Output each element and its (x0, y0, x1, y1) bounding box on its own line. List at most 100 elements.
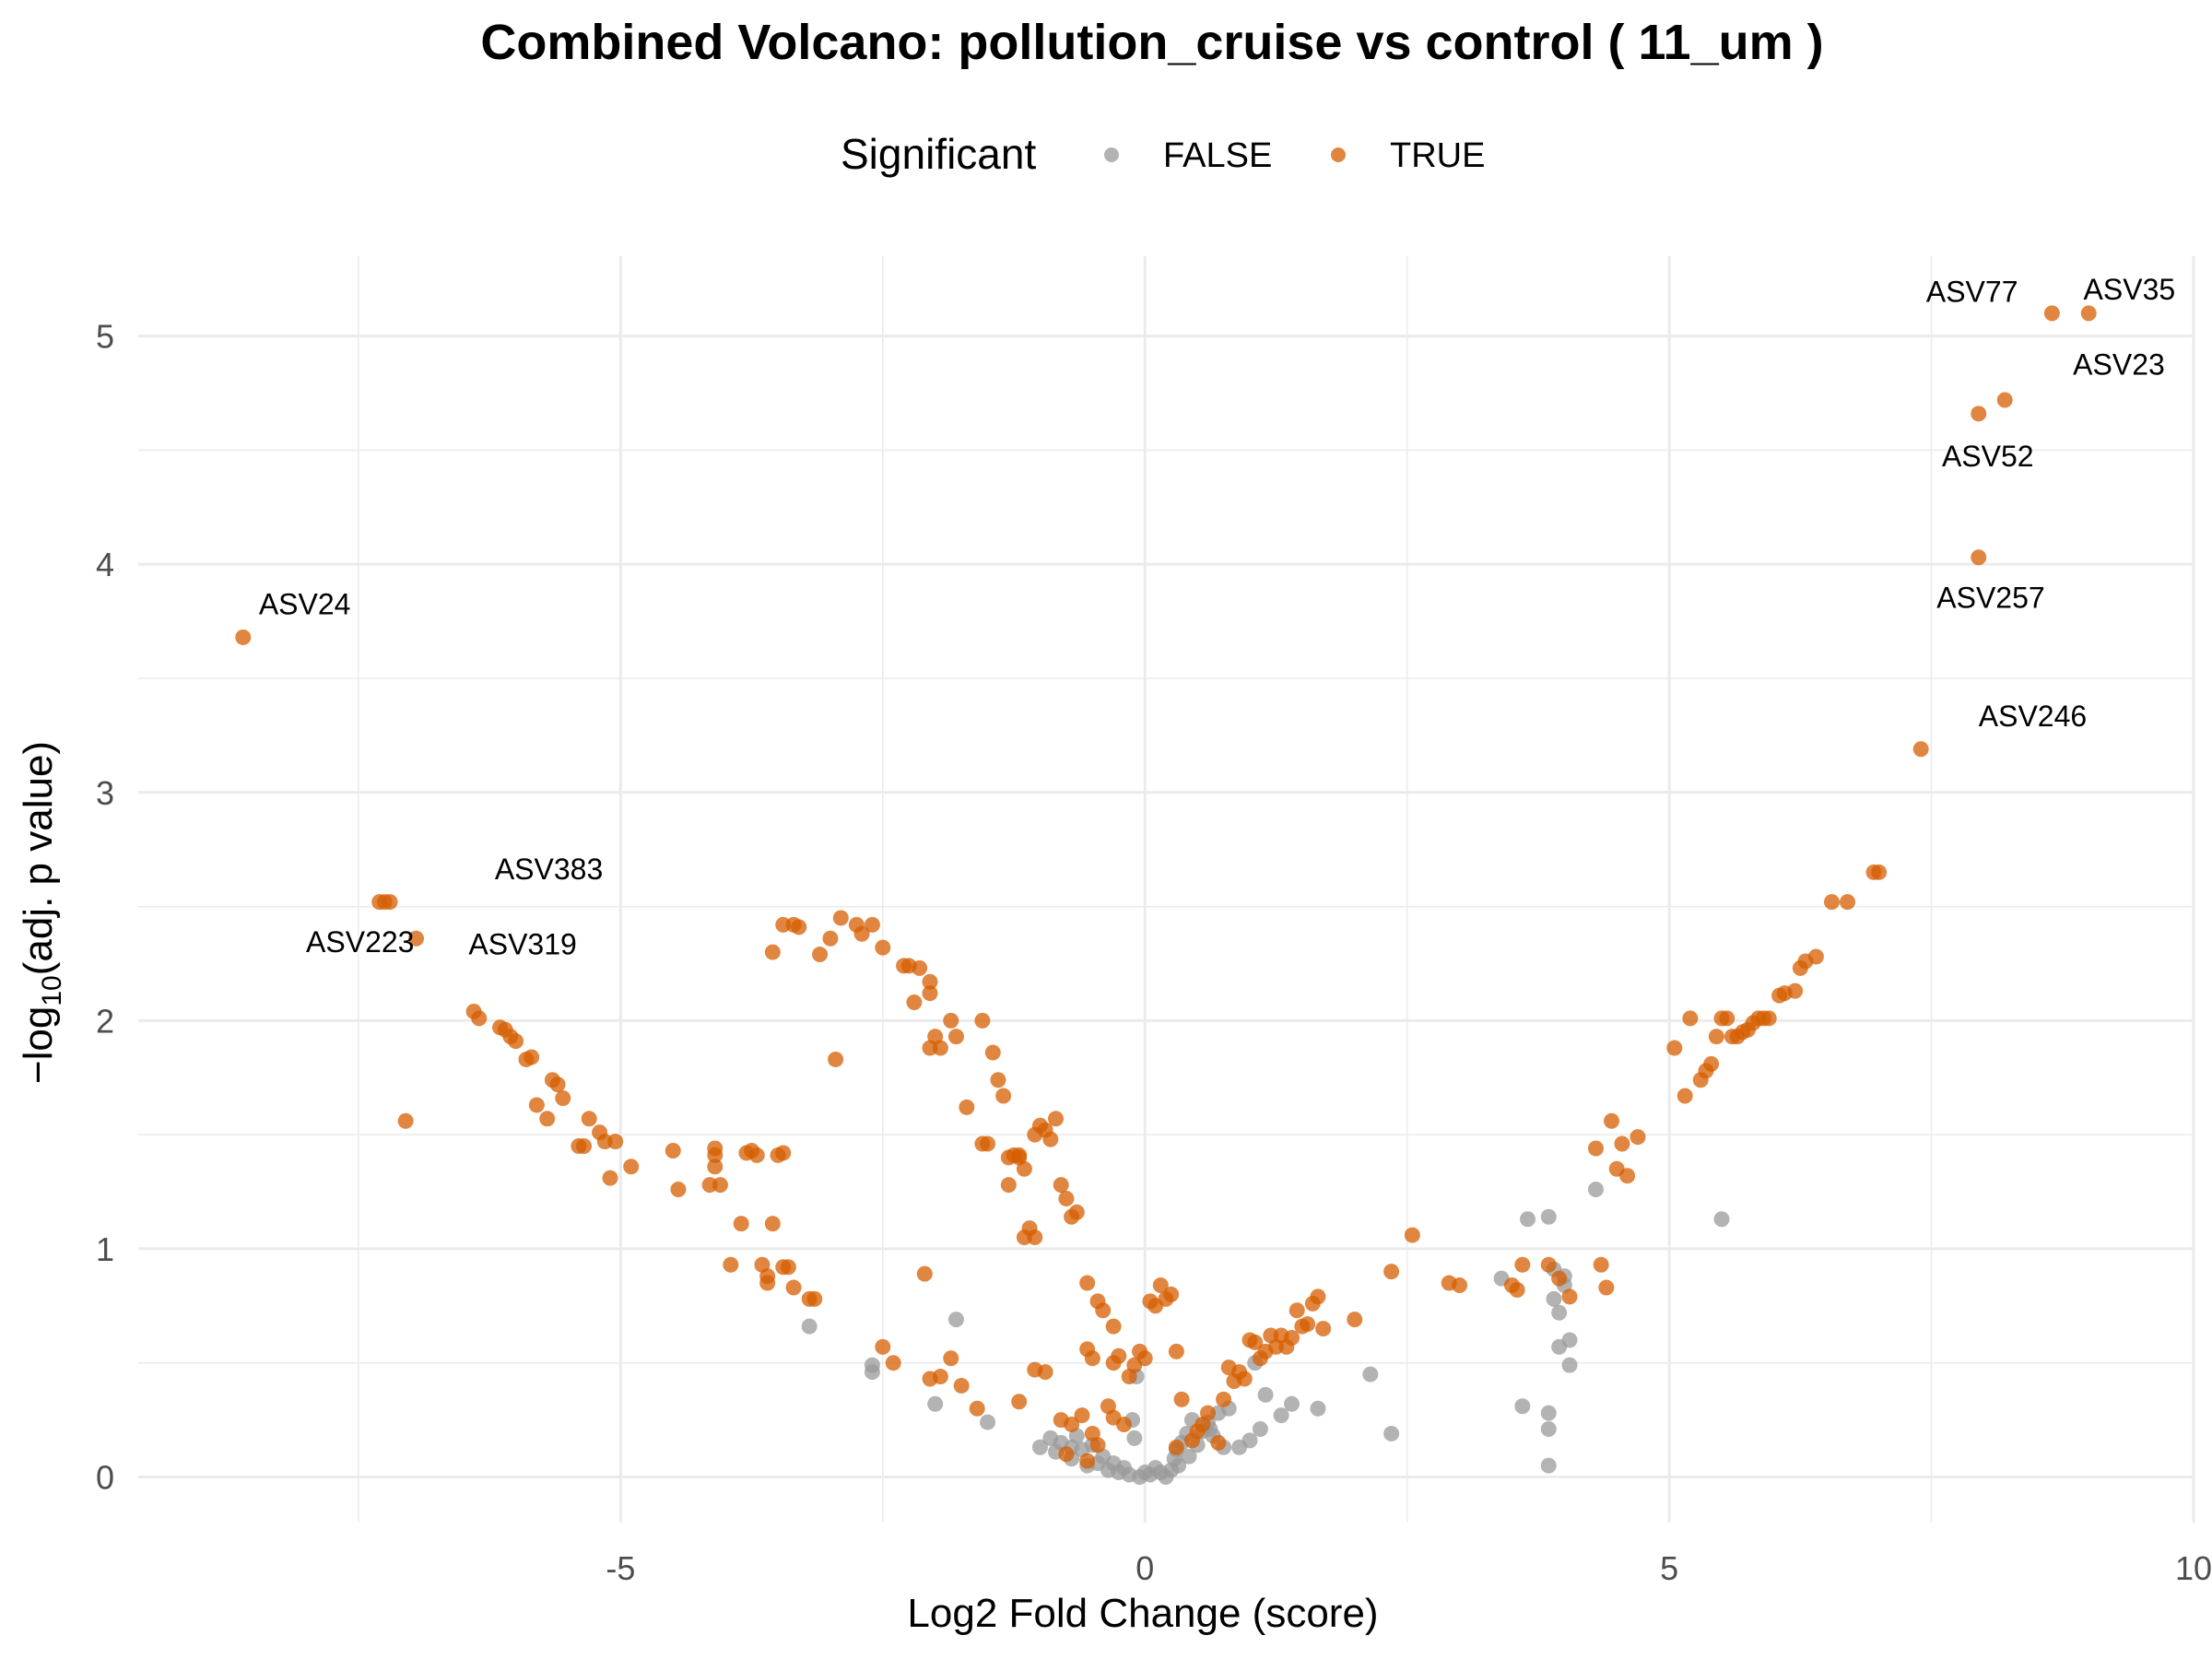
data-point-true (1310, 1288, 1326, 1305)
data-point-true (1168, 1343, 1184, 1359)
point-label: ASV52 (1942, 440, 2034, 473)
data-point-true (1383, 1264, 1400, 1280)
y-tick-label: 5 (96, 318, 114, 356)
data-point-true (1058, 1446, 1075, 1463)
data-point-true (1068, 1204, 1085, 1220)
data-point-true (864, 916, 880, 933)
legend-dot-true (1331, 147, 1346, 162)
data-point-true (912, 959, 928, 976)
data-point-false (1520, 1211, 1536, 1228)
legend-label-true: TRUE (1390, 136, 1485, 175)
data-point-true (791, 919, 807, 935)
data-point-true (764, 944, 781, 960)
data-point-true (828, 1051, 844, 1067)
data-point-true (1682, 1010, 1699, 1027)
data-point-true (1042, 1131, 1059, 1147)
data-point-true (1000, 1177, 1017, 1194)
data-point-true (2043, 305, 2060, 322)
data-point-true (1912, 741, 1929, 758)
data-point-false (1514, 1398, 1531, 1415)
data-point-true (1115, 1417, 1132, 1433)
data-point-false (1540, 1457, 1557, 1474)
data-point-true (1666, 1040, 1683, 1056)
data-point-true (995, 1088, 1012, 1104)
data-point-true (1514, 1256, 1531, 1273)
data-point-true (1111, 1347, 1127, 1364)
data-point-true (943, 1350, 959, 1367)
data-point-true (759, 1275, 776, 1291)
data-point-true (1064, 1417, 1080, 1433)
data-point-true (1288, 1302, 1305, 1319)
data-point-true (712, 1177, 728, 1194)
y-tick-label: 3 (96, 774, 114, 812)
data-point-true (932, 1040, 948, 1056)
y-tick-label: 1 (96, 1230, 114, 1268)
data-point-true (1598, 1279, 1615, 1296)
data-point-true (607, 1134, 624, 1150)
x-tick-label: 10 (2175, 1549, 2212, 1587)
x-axis-title: Log2 Fold Change (score) (907, 1591, 1378, 1636)
data-point-true (397, 1112, 414, 1129)
point-label: ASV35 (2084, 273, 2176, 306)
data-point-true (1719, 1010, 1735, 1027)
point-label: ASV319 (468, 928, 576, 961)
data-point-true (602, 1170, 618, 1186)
data-point-true (235, 629, 252, 645)
data-point-true (670, 1182, 687, 1198)
data-point-false (1181, 1448, 1197, 1465)
y-axis-title-prefix: −log (16, 1006, 61, 1084)
data-point-true (1807, 948, 1824, 965)
data-point-true (1703, 1055, 1720, 1072)
data-point-true (623, 1159, 640, 1175)
data-point-true (764, 1216, 781, 1232)
data-point-true (822, 930, 839, 947)
data-point-true (1168, 1439, 1184, 1455)
data-point-true (1011, 1394, 1028, 1410)
data-point-false (1546, 1290, 1562, 1307)
data-point-false (1561, 1357, 1578, 1373)
data-point-true (1404, 1227, 1420, 1243)
data-point-false (864, 1357, 880, 1373)
data-point-true (1677, 1088, 1693, 1104)
data-point-true (1074, 1407, 1090, 1424)
data-point-false (1284, 1395, 1300, 1412)
data-point-true (1971, 549, 1987, 566)
point-label: ASV24 (259, 588, 351, 621)
data-point-true (1016, 1160, 1032, 1177)
data-point-true (922, 985, 938, 1002)
data-point-true (1053, 1177, 1069, 1194)
data-point-true (549, 1077, 566, 1093)
data-point-true (1840, 894, 1856, 911)
data-point-true (524, 1049, 540, 1065)
legend-label-false: FALSE (1163, 136, 1272, 175)
data-point-true (785, 1279, 802, 1296)
data-point-true (1593, 1256, 1609, 1273)
data-point-true (723, 1256, 739, 1273)
data-point-true (1787, 982, 1804, 999)
legend-title: Significant (841, 130, 1036, 178)
data-point-true (1315, 1321, 1332, 1337)
data-point-true (1037, 1364, 1053, 1381)
data-point-true (1084, 1350, 1100, 1367)
data-point-false (1310, 1400, 1326, 1417)
data-point-true (576, 1138, 593, 1155)
data-point-true (1561, 1288, 1578, 1305)
data-point-true (1760, 1010, 1777, 1027)
data-point-true (1347, 1312, 1363, 1328)
point-label: ASV23 (2073, 348, 2165, 382)
data-point-true (1284, 1329, 1300, 1346)
y-axis-title: −log10(adj. p value) (16, 741, 67, 1084)
data-point-true (780, 1259, 796, 1276)
data-point-true (1708, 1029, 1724, 1045)
data-point-true (707, 1147, 724, 1163)
data-point-true (1079, 1275, 1096, 1291)
y-axis-title-suffix: (adj. p value) (16, 741, 61, 975)
x-axis-ticks: -5 0 5 10 (606, 1549, 2212, 1587)
point-label: ASV246 (1979, 700, 2087, 733)
point-label: ASV257 (1936, 581, 2044, 614)
data-point-true (1587, 1140, 1604, 1157)
data-point-true (1551, 1270, 1568, 1287)
point-label: ASV223 (306, 925, 414, 959)
data-point-false (1561, 1332, 1578, 1348)
